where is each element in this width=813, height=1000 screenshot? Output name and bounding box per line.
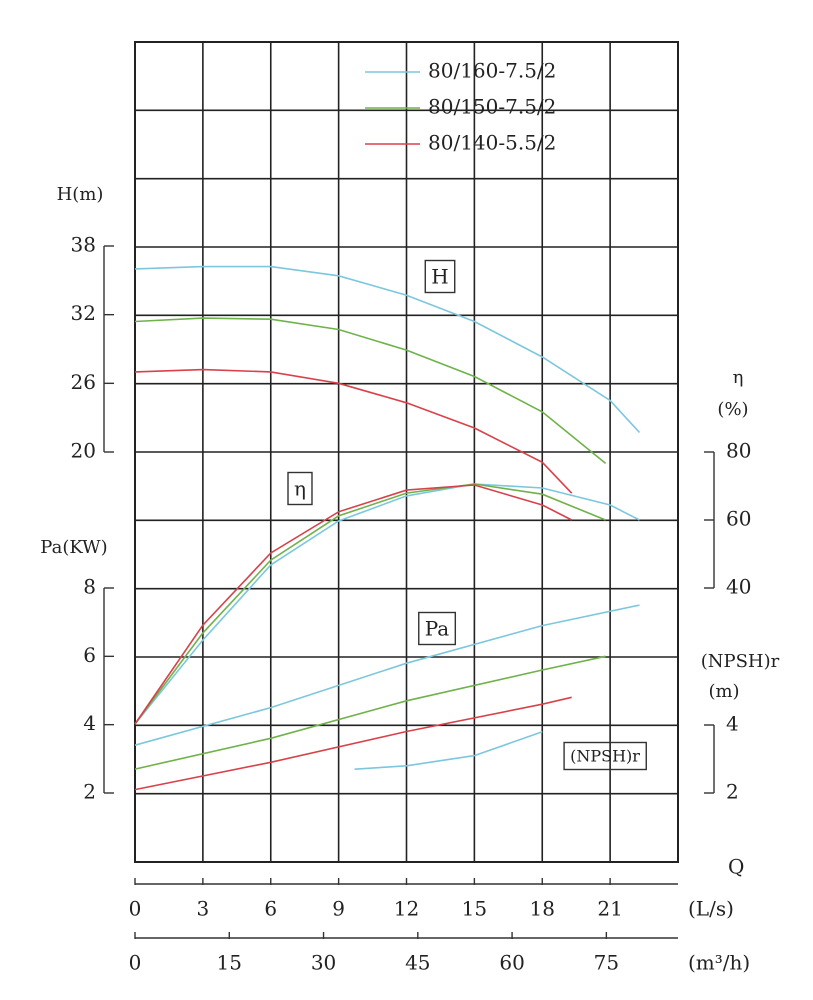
curve — [134, 265, 641, 434]
curve — [134, 368, 573, 494]
curve-tag-box — [287, 471, 313, 506]
x-tick-label: 9 — [332, 897, 345, 921]
curve — [134, 483, 606, 725]
curve — [134, 696, 572, 791]
curve-tag: η — [294, 477, 306, 501]
y-tick-label: 8 — [83, 575, 96, 599]
x-tick-label: 15 — [217, 951, 242, 975]
curve — [134, 655, 606, 770]
curve — [134, 484, 573, 725]
curve-tag-box — [418, 611, 457, 646]
y-tick-label: 2 — [83, 780, 96, 804]
curve-tag-box — [424, 259, 456, 294]
curve-tag: Pa — [425, 617, 450, 641]
curve — [134, 483, 640, 725]
x-tick-label: 6 — [264, 897, 277, 921]
y-tick-label: 2 — [726, 780, 739, 804]
curve — [134, 604, 640, 746]
x-tick-label: 18 — [530, 897, 555, 921]
x-tick-label: 75 — [594, 951, 619, 975]
x-tick-label: 12 — [394, 897, 419, 921]
y-axis-label: (m) — [708, 681, 739, 702]
y-tick-label: 32 — [71, 301, 96, 325]
x-tick-label: 60 — [499, 951, 524, 975]
x-tick-label: 21 — [597, 897, 622, 921]
x-tick-label: 30 — [311, 951, 336, 975]
x-axis-label: (L/s) — [688, 897, 734, 921]
y-tick-label: 40 — [726, 575, 751, 599]
y-tick-label: 38 — [71, 233, 96, 257]
curve — [134, 317, 607, 465]
y-axis-label: (%) — [717, 399, 748, 420]
y-tick-label: 6 — [83, 643, 96, 667]
x-tick-label: 0 — [129, 897, 142, 921]
x-axis-title: Q — [728, 855, 744, 879]
y-axis-label: H(m) — [57, 184, 104, 205]
x-tick-label: 3 — [197, 897, 210, 921]
x-axis-label: (m³/h) — [688, 951, 750, 975]
curve-tag: (NPSH)r — [570, 747, 640, 766]
y-axis-label: (NPSH)r — [701, 651, 780, 672]
y-tick-label: 26 — [71, 370, 96, 394]
curve — [354, 731, 543, 770]
x-tick-label: 15 — [462, 897, 487, 921]
legend-label: 80/160-7.5/2 — [428, 59, 556, 83]
y-axis-label: η — [733, 367, 744, 388]
x-tick-label: 0 — [129, 951, 142, 975]
x-tick-label: 45 — [405, 951, 430, 975]
curve-tag: H — [431, 265, 448, 289]
curve-tag-box — [563, 741, 647, 771]
y-tick-label: 80 — [726, 439, 751, 463]
y-tick-label: 20 — [71, 439, 96, 463]
legend-label: 80/150-7.5/2 — [428, 95, 556, 119]
y-tick-label: 60 — [726, 507, 751, 531]
legend-label: 80/140-5.5/2 — [428, 131, 556, 155]
y-tick-label: 4 — [83, 711, 96, 735]
y-axis-label: Pa(KW) — [40, 537, 107, 558]
y-tick-label: 4 — [726, 712, 739, 736]
